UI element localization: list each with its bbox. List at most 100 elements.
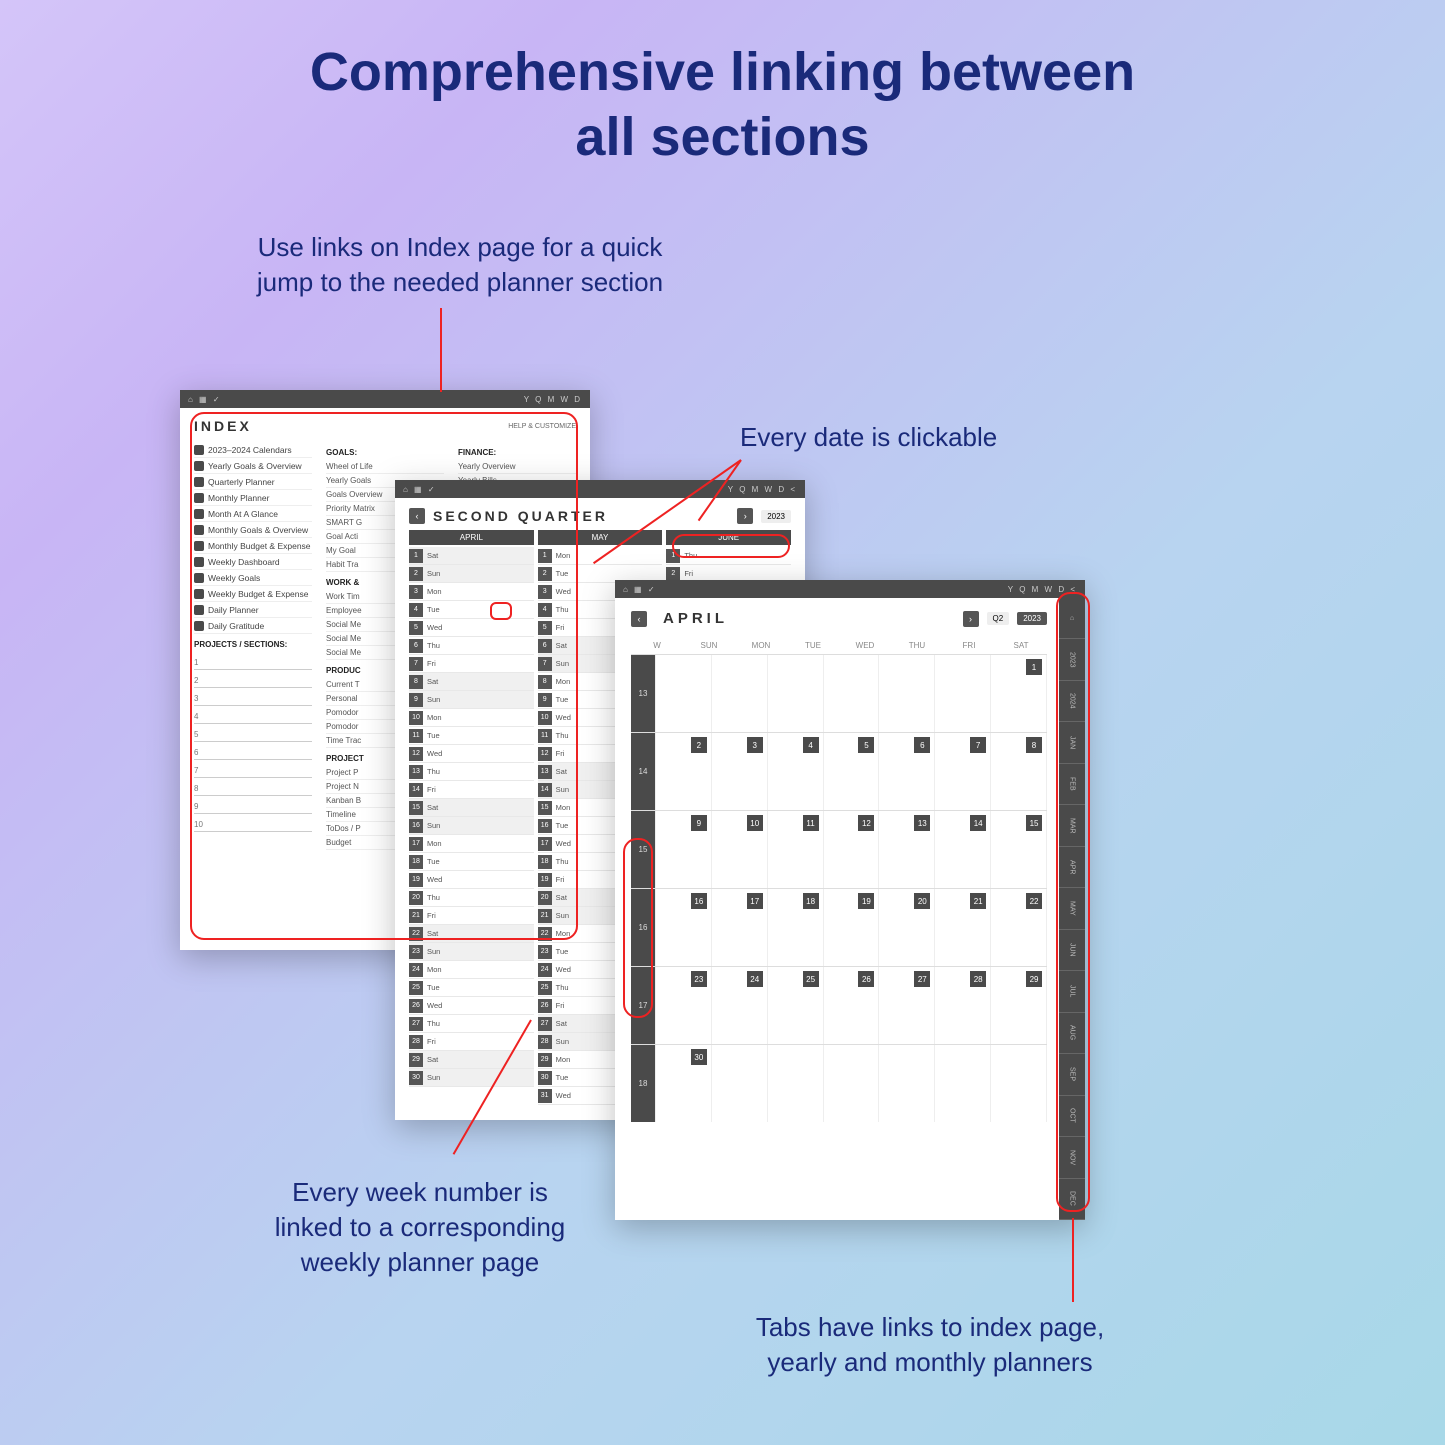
day-row[interactable]: 14Fri (409, 781, 534, 799)
index-item[interactable]: 2023–2024 Calendars (194, 442, 312, 458)
index-link[interactable]: Yearly Overview (458, 460, 576, 474)
day-row[interactable]: 7Fri (409, 655, 534, 673)
calendar-cell[interactable] (879, 1045, 935, 1122)
day-row[interactable]: 13Thu (409, 763, 534, 781)
calendar-cell[interactable]: 14 (935, 811, 991, 888)
week-number[interactable]: 17 (631, 967, 655, 1044)
calendar-cell[interactable] (935, 1045, 991, 1122)
calendar-cell[interactable] (712, 655, 768, 732)
month-tab[interactable]: JUNE (666, 530, 791, 545)
calendar-cell[interactable]: 22 (991, 889, 1047, 966)
day-row[interactable]: 21Fri (409, 907, 534, 925)
side-tab[interactable]: OCT (1059, 1096, 1085, 1137)
index-item[interactable]: Monthly Goals & Overview (194, 522, 312, 538)
prev-month-button[interactable]: ‹ (631, 611, 647, 627)
project-slot[interactable]: 1 (194, 652, 312, 670)
calendar-cell[interactable] (935, 655, 991, 732)
calendar-cell[interactable]: 12 (824, 811, 880, 888)
calendar-cell[interactable]: 15 (991, 811, 1047, 888)
calendar-cell[interactable]: 7 (935, 733, 991, 810)
day-row[interactable]: 26Wed (409, 997, 534, 1015)
calendar-cell[interactable]: 23 (655, 967, 712, 1044)
day-row[interactable]: 27Thu (409, 1015, 534, 1033)
day-row[interactable]: 2Sun (409, 565, 534, 583)
calendar-cell[interactable] (768, 655, 824, 732)
calendar-cell[interactable]: 13 (879, 811, 935, 888)
project-slot[interactable]: 4 (194, 706, 312, 724)
day-row[interactable]: 5Wed (409, 619, 534, 637)
calendar-cell[interactable]: 18 (768, 889, 824, 966)
day-row[interactable]: 10Mon (409, 709, 534, 727)
side-tab[interactable]: 2024 (1059, 681, 1085, 722)
day-row[interactable]: 16Sun (409, 817, 534, 835)
side-tab[interactable]: AUG (1059, 1013, 1085, 1054)
day-row[interactable]: 22Sat (409, 925, 534, 943)
day-row[interactable]: 23Sun (409, 943, 534, 961)
calendar-cell[interactable]: 16 (655, 889, 712, 966)
calendar-cell[interactable] (655, 655, 712, 732)
index-item[interactable]: Daily Gratitude (194, 618, 312, 634)
index-item[interactable]: Daily Planner (194, 602, 312, 618)
index-item[interactable]: Yearly Goals & Overview (194, 458, 312, 474)
calendar-cell[interactable]: 8 (991, 733, 1047, 810)
project-slot[interactable]: 10 (194, 814, 312, 832)
side-tab[interactable]: SEP (1059, 1054, 1085, 1095)
side-tab[interactable]: JAN (1059, 722, 1085, 763)
week-number[interactable]: 14 (631, 733, 655, 810)
index-item[interactable]: Weekly Goals (194, 570, 312, 586)
calendar-cell[interactable] (879, 655, 935, 732)
day-row[interactable]: 17Mon (409, 835, 534, 853)
calendar-cell[interactable]: 24 (712, 967, 768, 1044)
side-tab[interactable]: MAY (1059, 888, 1085, 929)
project-slot[interactable]: 9 (194, 796, 312, 814)
day-row[interactable]: 18Tue (409, 853, 534, 871)
quarter-badge[interactable]: Q2 (987, 612, 1010, 625)
side-tab[interactable]: JUL (1059, 971, 1085, 1012)
calendar-cell[interactable]: 17 (712, 889, 768, 966)
next-quarter-button[interactable]: › (737, 508, 753, 524)
month-tab[interactable]: MAY (538, 530, 663, 545)
day-row[interactable]: 1Sat (409, 547, 534, 565)
calendar-cell[interactable]: 21 (935, 889, 991, 966)
week-number[interactable]: 16 (631, 889, 655, 966)
calendar-cell[interactable] (824, 655, 880, 732)
day-row[interactable]: 6Thu (409, 637, 534, 655)
side-tab[interactable]: APR (1059, 847, 1085, 888)
calendar-cell[interactable]: 5 (824, 733, 880, 810)
day-row[interactable]: 25Tue (409, 979, 534, 997)
calendar-cell[interactable]: 27 (879, 967, 935, 1044)
prev-quarter-button[interactable]: ‹ (409, 508, 425, 524)
index-link[interactable]: Wheel of Life (326, 460, 444, 474)
week-number[interactable]: 13 (631, 655, 655, 732)
side-tab[interactable]: JUN (1059, 930, 1085, 971)
side-tab[interactable]: FEB (1059, 764, 1085, 805)
index-item[interactable]: Quarterly Planner (194, 474, 312, 490)
calendar-cell[interactable] (768, 1045, 824, 1122)
week-number[interactable]: 18 (631, 1045, 655, 1122)
index-item[interactable]: Monthly Budget & Expense (194, 538, 312, 554)
calendar-cell[interactable]: 4 (768, 733, 824, 810)
day-row[interactable]: 1Thu (666, 547, 791, 565)
day-row[interactable]: 19Wed (409, 871, 534, 889)
calendar-cell[interactable]: 6 (879, 733, 935, 810)
day-row[interactable]: 24Mon (409, 961, 534, 979)
day-row[interactable]: 8Sat (409, 673, 534, 691)
calendar-cell[interactable]: 2 (655, 733, 712, 810)
year-badge[interactable]: 2023 (761, 510, 791, 523)
index-item[interactable]: Month At A Glance (194, 506, 312, 522)
week-number[interactable]: 15 (631, 811, 655, 888)
day-row[interactable]: 29Sat (409, 1051, 534, 1069)
calendar-cell[interactable]: 19 (824, 889, 880, 966)
index-item[interactable]: Weekly Budget & Expense (194, 586, 312, 602)
day-row[interactable]: 3Mon (409, 583, 534, 601)
project-slot[interactable]: 2 (194, 670, 312, 688)
day-row[interactable]: 15Sat (409, 799, 534, 817)
next-month-button[interactable]: › (963, 611, 979, 627)
calendar-cell[interactable]: 28 (935, 967, 991, 1044)
side-tab[interactable]: NOV (1059, 1137, 1085, 1178)
side-tab[interactable]: DEC (1059, 1179, 1085, 1220)
index-item[interactable]: Weekly Dashboard (194, 554, 312, 570)
project-slot[interactable]: 8 (194, 778, 312, 796)
month-tab[interactable]: APRIL (409, 530, 534, 545)
side-tab[interactable]: MAR (1059, 805, 1085, 846)
